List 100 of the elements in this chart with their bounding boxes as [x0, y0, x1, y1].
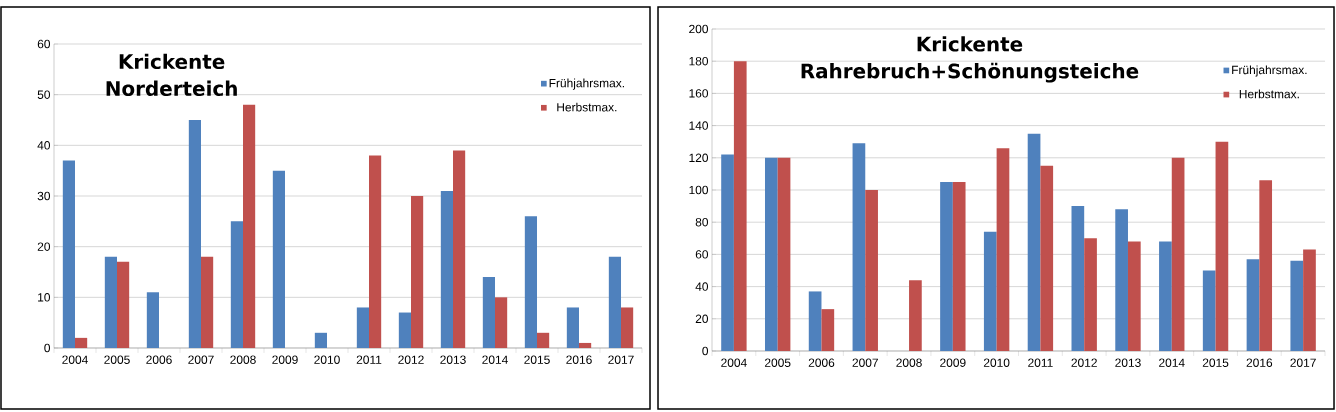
x-tick-label: 2013 [440, 355, 466, 364]
bar [1127, 241, 1141, 351]
y-tick-label: 0 [702, 346, 709, 356]
x-tick-label: 2011 [1028, 358, 1053, 367]
y-tick-label: 60 [695, 250, 709, 259]
bar [440, 190, 453, 348]
x-tick-label: 2015 [524, 355, 550, 364]
x-tick-label: 2010 [983, 358, 1010, 367]
y-tick-label: 160 [689, 89, 709, 98]
x-tick-label: 2006 [146, 355, 172, 364]
y-tick-label: 200 [689, 24, 709, 34]
x-tick-label: 2004 [62, 355, 88, 364]
x-tick-label: 2009 [940, 358, 966, 367]
bar [146, 292, 159, 348]
x-tick-label: 2009 [272, 355, 298, 364]
bar [1246, 259, 1260, 351]
x-tick-label: 2010 [314, 355, 340, 364]
bar [495, 297, 508, 348]
bar [243, 104, 256, 348]
bar [952, 181, 966, 351]
y-tick-label: 100 [689, 185, 709, 195]
bar [1259, 180, 1273, 351]
legend-label: Herbstmax. [1239, 89, 1299, 99]
bar [1071, 206, 1085, 351]
x-tick-label: 2008 [230, 355, 256, 364]
bar [996, 148, 1010, 351]
bar [482, 277, 495, 348]
bar [983, 231, 997, 351]
y-tick-label: 40 [37, 141, 51, 150]
bar [398, 312, 411, 348]
bar [524, 216, 537, 348]
bar [411, 196, 424, 348]
bar [865, 190, 878, 351]
bar [272, 170, 285, 348]
y-tick-label: 40 [695, 282, 709, 291]
bar [1084, 238, 1097, 351]
x-tick-label: 2008 [896, 358, 922, 367]
bar [104, 256, 117, 348]
bar [62, 160, 75, 348]
bar [608, 256, 622, 348]
x-tick-label: 2015 [1202, 358, 1229, 367]
bar [188, 120, 201, 348]
y-tick-label: 0 [44, 343, 51, 353]
x-tick-label: 2007 [188, 355, 214, 364]
y-tick-label: 50 [37, 90, 51, 99]
bar [1027, 133, 1041, 351]
bar [852, 143, 866, 351]
text: Krickente Norderteich [106, 53, 237, 97]
bar [369, 155, 382, 348]
bar [314, 332, 327, 348]
bar [537, 332, 550, 348]
x-tick-label: 2004 [721, 358, 747, 367]
bar [117, 261, 130, 348]
legend-label: Herbstmax. [557, 102, 617, 112]
bar [1159, 241, 1172, 351]
y-tick-label: 180 [689, 56, 709, 66]
bar [1303, 249, 1316, 351]
bar [201, 256, 214, 348]
x-tick-label: 2012 [1071, 358, 1097, 367]
x-tick-label: 2014 [482, 355, 508, 364]
x-tick-label: 2013 [1115, 358, 1141, 367]
bar [1202, 270, 1216, 351]
x-tick-label: 2017 [1290, 358, 1316, 367]
y-tick-label: 120 [689, 153, 709, 163]
bar [621, 307, 634, 348]
bar [1215, 141, 1229, 351]
x-tick-label: 2011 [356, 355, 382, 364]
bar [733, 61, 747, 351]
bar [1040, 165, 1054, 351]
bar [453, 150, 466, 348]
y-tick-label: 20 [695, 314, 709, 324]
y-tick-label: 30 [37, 191, 51, 201]
bar [579, 342, 592, 348]
x-tick-label: 2005 [764, 358, 791, 367]
y-tick-label: 60 [37, 39, 51, 49]
y-tick-label: 10 [38, 293, 51, 302]
y-tick-label: 140 [689, 121, 709, 130]
legend-label: Frühjahrsmax. [1232, 65, 1307, 77]
x-tick-label: 2012 [398, 355, 424, 364]
bar [75, 337, 88, 348]
x-tick-label: 2005 [104, 355, 130, 364]
bar [821, 309, 835, 351]
bar [808, 291, 822, 351]
x-tick-label: 2017 [608, 355, 634, 364]
bar [1290, 260, 1304, 351]
bar [909, 280, 922, 351]
bar [1171, 157, 1185, 351]
x-tick-label: 2016 [1246, 358, 1273, 367]
bar [566, 307, 580, 348]
bar [940, 181, 953, 351]
x-tick-label: 2014 [1159, 358, 1185, 367]
y-tick-label: 20 [37, 242, 51, 251]
x-tick-label: 2006 [808, 358, 835, 367]
bar [777, 157, 791, 351]
bar [764, 157, 778, 351]
bar [1115, 209, 1128, 351]
text: Krickente Rahrebruch+Schönungsteiche [801, 36, 1139, 83]
bar [356, 307, 369, 348]
y-tick-label: 80 [695, 217, 709, 227]
bar [230, 221, 243, 348]
